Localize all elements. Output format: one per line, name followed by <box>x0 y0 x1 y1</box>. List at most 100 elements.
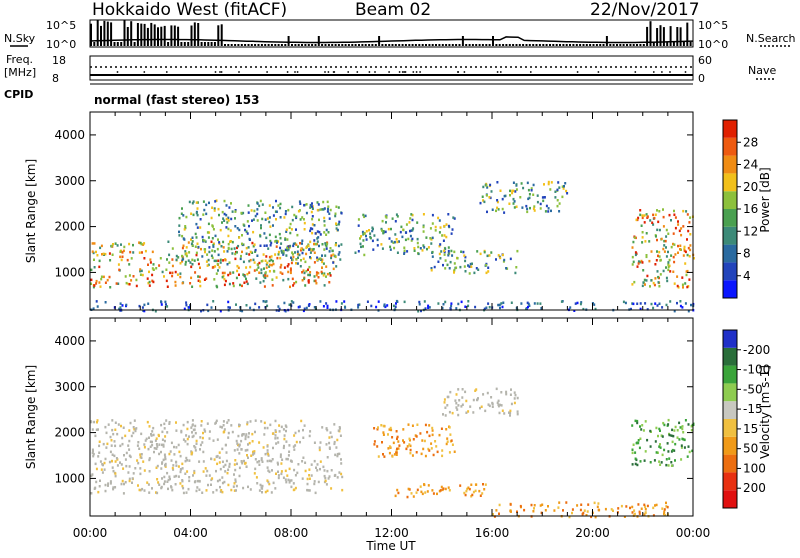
nave-dot <box>368 71 371 73</box>
velocity-cell <box>139 472 142 476</box>
power-cell <box>259 281 262 284</box>
velocity-cell <box>455 393 458 396</box>
noise-bar <box>304 44 307 46</box>
velocity-cell <box>233 482 236 485</box>
nave-dot <box>398 71 401 73</box>
power-cell <box>298 305 301 308</box>
velocity-cell <box>258 463 261 466</box>
velocity-cell <box>465 399 468 403</box>
nave-dot <box>374 71 376 73</box>
velocity-cell <box>340 462 343 465</box>
velocity-cell <box>396 447 398 451</box>
velocity-cell <box>668 457 671 460</box>
power-cell <box>183 238 186 241</box>
nave-dot <box>669 71 671 73</box>
power-cell <box>679 244 682 247</box>
date-title: 22/Nov/2017 <box>590 0 700 20</box>
velocity-cell <box>287 454 290 457</box>
velocity-cell <box>306 488 309 492</box>
power-cell <box>641 241 644 244</box>
velocity-cell <box>181 467 184 470</box>
velocity-cell <box>103 461 106 465</box>
power-cell <box>312 248 315 251</box>
velocity-cell <box>484 409 487 413</box>
power-cell <box>663 244 666 247</box>
power-cell <box>289 285 291 289</box>
power-cell <box>649 219 652 222</box>
power-cell <box>667 263 670 266</box>
power-cell <box>231 240 234 244</box>
power-cell <box>426 247 428 251</box>
velocity-cell <box>313 441 316 444</box>
power-cell <box>190 265 193 269</box>
velocity-cell <box>644 508 647 511</box>
power-cell <box>561 185 564 188</box>
noise-bar <box>160 26 163 46</box>
power-cell <box>191 263 194 266</box>
velocity-cell <box>503 412 506 415</box>
velocity-cell <box>261 491 263 494</box>
power-cell <box>328 217 331 220</box>
power-cell <box>276 256 279 260</box>
noise-bar <box>301 44 303 46</box>
power-cell <box>225 213 228 217</box>
noise-bar <box>250 44 253 46</box>
power-cell <box>656 250 658 253</box>
velocity-cell <box>140 453 143 456</box>
velocity-cell <box>112 486 115 489</box>
power-cell <box>223 271 226 275</box>
power-cell <box>154 310 157 313</box>
velocity-cell <box>222 424 225 427</box>
power-cell <box>265 263 268 266</box>
velocity-cell <box>649 445 652 448</box>
power-cell <box>343 300 346 303</box>
power-cell <box>143 303 146 307</box>
power-cell <box>635 218 638 222</box>
power-cell <box>674 253 677 256</box>
power-cell <box>271 259 274 263</box>
velocity-cell <box>376 428 379 431</box>
velocity-cell <box>252 450 254 454</box>
velocity-cell <box>638 510 641 514</box>
power-cell <box>641 231 644 234</box>
velocity-cell <box>681 427 684 431</box>
velocity-cell <box>446 395 449 399</box>
power-cell <box>309 271 312 274</box>
power-cell <box>216 285 219 289</box>
velocity-cell <box>509 509 512 513</box>
velocity-cell <box>218 451 221 454</box>
velocity-cell <box>411 454 414 457</box>
power-cell <box>405 231 408 234</box>
velocity-cell <box>163 480 166 483</box>
velocity-cell <box>259 483 262 487</box>
velocity-cell <box>190 426 193 429</box>
velocity-ytick-label: 3000 <box>54 380 85 394</box>
power-cell <box>326 200 329 204</box>
velocity-cell <box>92 452 95 456</box>
velocity-cell <box>116 464 119 467</box>
power-cell <box>254 214 257 218</box>
power-cell <box>670 219 672 222</box>
velocity-cell <box>188 435 190 438</box>
velocity-cell <box>671 440 674 444</box>
power-cell <box>196 213 199 217</box>
velocity-cell <box>143 489 146 492</box>
noise-bar <box>465 44 468 46</box>
power-cell <box>248 224 250 228</box>
velocity-cell <box>266 489 269 493</box>
power-cell <box>330 254 333 257</box>
velocity-cell <box>279 453 282 456</box>
power-cell <box>258 204 261 208</box>
velocity-colorbar-swatch <box>723 454 737 473</box>
velocity-cell <box>402 439 404 442</box>
power-cell <box>247 211 250 214</box>
noise-bar <box>167 42 170 46</box>
power-cell <box>200 247 202 251</box>
velocity-cell <box>471 493 474 497</box>
velocity-cell <box>659 429 661 432</box>
power-cell <box>303 277 306 281</box>
power-cell <box>195 222 198 226</box>
power-cell <box>530 187 533 190</box>
power-cell <box>249 306 252 310</box>
velocity-cell <box>268 482 271 486</box>
